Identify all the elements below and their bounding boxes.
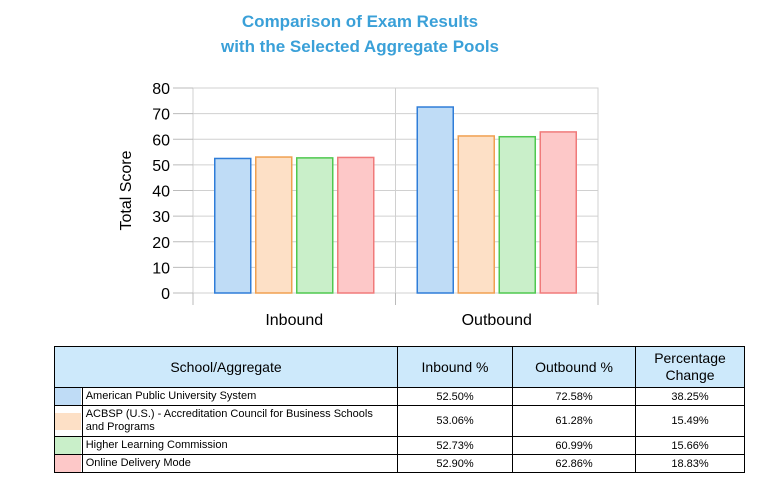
bar <box>498 135 536 294</box>
change-value: 38.25% <box>635 387 745 406</box>
outbound-value: 61.28% <box>512 405 636 437</box>
bar-chart: 0 10 20 30 40 50 60 70 80 Inbound Outbound Total … <box>118 81 599 329</box>
header-change: Percentage Change <box>635 346 745 388</box>
y-tick-label: 80 <box>152 81 170 98</box>
outbound-value: 60.99% <box>512 436 636 455</box>
inbound-value: 52.73% <box>397 436 513 455</box>
y-tick-label: 40 <box>152 184 170 201</box>
legend-swatch <box>54 405 83 437</box>
header-school: School/Aggregate <box>54 346 398 388</box>
y-tick-label: 70 <box>152 107 170 124</box>
bar-series <box>214 106 577 294</box>
bar <box>255 156 293 294</box>
inbound-value: 52.90% <box>397 454 513 473</box>
table-row: ACBSP (U.S.) - Accreditation Council for… <box>54 405 745 437</box>
bar <box>337 156 375 294</box>
legend-swatch <box>54 454 83 473</box>
bar <box>457 135 495 294</box>
y-tick-label: 0 <box>161 286 170 303</box>
y-tick-label: 60 <box>152 132 170 149</box>
gridlines <box>192 87 599 305</box>
bar <box>416 106 454 294</box>
category-label: Outbound <box>462 312 532 329</box>
bar <box>539 131 577 294</box>
category-label: Inbound <box>265 312 323 329</box>
school-name: Higher Learning Commission <box>81 436 399 455</box>
table-row: Online Delivery Mode 52.90% 62.86% 18.83% <box>54 454 745 473</box>
bar <box>214 157 252 294</box>
chart-title-line-2: with the Selected Aggregate Pools <box>220 37 500 56</box>
y-tick-label: 10 <box>152 260 170 277</box>
header-outbound: Outbound % <box>512 346 636 388</box>
table-row: American Public University System 52.50% 7… <box>54 387 745 406</box>
legend-swatch <box>54 387 83 406</box>
header-inbound: Inbound % <box>397 346 513 388</box>
y-axis-label: Total Score <box>118 150 135 230</box>
bar <box>296 157 334 294</box>
y-tick-label: 20 <box>152 235 170 252</box>
results-table: School/Aggregate Inbound % Outbound % Pe… <box>54 346 745 473</box>
outbound-value: 62.86% <box>512 454 636 473</box>
outbound-value: 72.58% <box>512 387 636 406</box>
change-value: 15.49% <box>635 405 745 437</box>
chart-title-line-1: Comparison of Exam Results <box>241 12 479 31</box>
y-tick-label: 50 <box>152 158 170 175</box>
inbound-value: 53.06% <box>397 405 513 437</box>
y-axis-ticks: 0 10 20 30 40 50 60 70 80 <box>152 81 193 303</box>
legend-swatch <box>54 436 83 455</box>
school-name: Online Delivery Mode <box>81 454 399 473</box>
change-value: 18.83% <box>635 454 745 473</box>
y-tick-label: 30 <box>152 209 170 226</box>
change-value: 15.66% <box>635 436 745 455</box>
inbound-value: 52.50% <box>397 387 513 406</box>
table-header-row: School/Aggregate Inbound % Outbound % Pe… <box>54 346 745 388</box>
table-row: Higher Learning Commission 52.73% 60.99% 15… <box>54 436 745 455</box>
x-axis-categories: Inbound Outbound <box>265 312 532 329</box>
school-name: American Public University System <box>81 387 399 406</box>
school-name: ACBSP (U.S.) - Accreditation Council for… <box>81 405 399 437</box>
